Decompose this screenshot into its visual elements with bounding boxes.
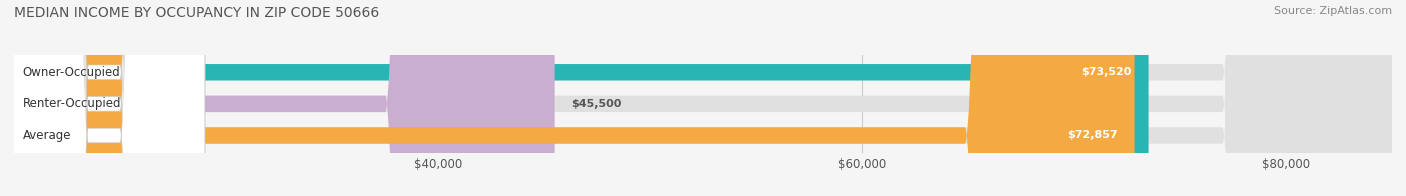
FancyBboxPatch shape: [14, 0, 554, 196]
FancyBboxPatch shape: [14, 0, 1392, 196]
FancyBboxPatch shape: [3, 0, 205, 196]
Text: $73,520: $73,520: [1081, 67, 1132, 77]
Text: $45,500: $45,500: [572, 99, 621, 109]
FancyBboxPatch shape: [14, 0, 1135, 196]
FancyBboxPatch shape: [3, 0, 205, 196]
FancyBboxPatch shape: [14, 0, 1392, 196]
Text: Source: ZipAtlas.com: Source: ZipAtlas.com: [1274, 6, 1392, 16]
Text: Average: Average: [22, 129, 72, 142]
Text: Owner-Occupied: Owner-Occupied: [22, 66, 121, 79]
FancyBboxPatch shape: [14, 0, 1149, 196]
Text: $72,857: $72,857: [1067, 131, 1118, 141]
FancyBboxPatch shape: [14, 0, 1392, 196]
Text: MEDIAN INCOME BY OCCUPANCY IN ZIP CODE 50666: MEDIAN INCOME BY OCCUPANCY IN ZIP CODE 5…: [14, 6, 380, 20]
FancyBboxPatch shape: [3, 0, 205, 196]
Text: Renter-Occupied: Renter-Occupied: [22, 97, 121, 110]
